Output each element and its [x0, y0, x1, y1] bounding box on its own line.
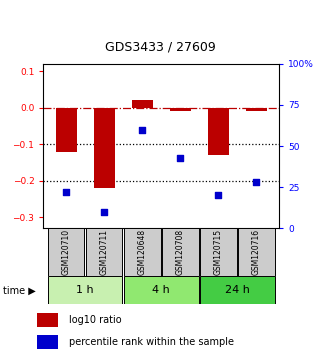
- Bar: [238, 228, 275, 276]
- Bar: [132, 100, 153, 108]
- Text: 24 h: 24 h: [225, 285, 250, 295]
- Text: time ▶: time ▶: [3, 285, 36, 295]
- Bar: [200, 276, 275, 304]
- Text: percentile rank within the sample: percentile rank within the sample: [69, 337, 234, 347]
- Bar: [208, 108, 229, 155]
- Bar: [86, 228, 123, 276]
- Text: 1 h: 1 h: [76, 285, 94, 295]
- Bar: [162, 228, 199, 276]
- Bar: [94, 108, 115, 188]
- Text: GSM120711: GSM120711: [100, 229, 109, 275]
- Text: GSM120716: GSM120716: [252, 229, 261, 275]
- Bar: [246, 108, 267, 111]
- Bar: [56, 108, 77, 152]
- Bar: [124, 228, 160, 276]
- Text: GSM120710: GSM120710: [62, 229, 71, 275]
- Bar: [124, 276, 199, 304]
- Text: GSM120708: GSM120708: [176, 229, 185, 275]
- Point: [64, 189, 69, 195]
- Text: 4 h: 4 h: [152, 285, 170, 295]
- Bar: [170, 108, 191, 111]
- Bar: [37, 313, 57, 327]
- Point: [178, 155, 183, 160]
- Text: GSM120648: GSM120648: [138, 229, 147, 275]
- Bar: [200, 228, 237, 276]
- Text: GDS3433 / 27609: GDS3433 / 27609: [105, 40, 216, 53]
- Bar: [48, 228, 84, 276]
- Point: [254, 179, 259, 185]
- Point: [140, 127, 145, 132]
- Point: [216, 193, 221, 198]
- Bar: [37, 335, 57, 349]
- Bar: [48, 276, 123, 304]
- Text: GSM120715: GSM120715: [214, 229, 223, 275]
- Text: log10 ratio: log10 ratio: [69, 315, 121, 325]
- Point: [102, 209, 107, 215]
